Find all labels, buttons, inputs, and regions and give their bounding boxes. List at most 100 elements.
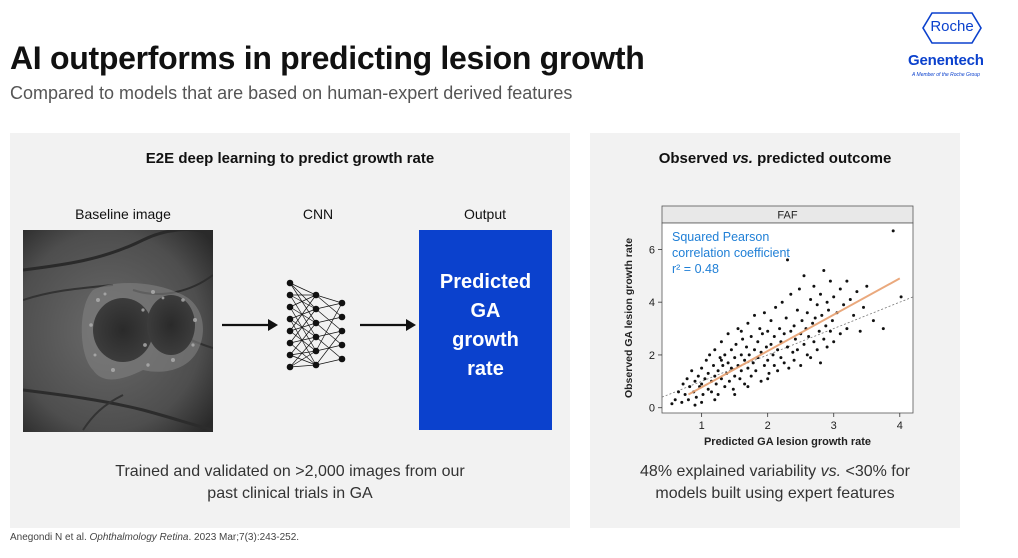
data-point bbox=[693, 379, 697, 383]
data-point bbox=[793, 337, 797, 341]
roche-brand-text: Roche bbox=[930, 18, 974, 35]
y-axis-label: Observed GA lesion growth rate bbox=[623, 238, 635, 398]
data-point bbox=[759, 379, 763, 383]
data-point bbox=[817, 329, 821, 333]
data-point bbox=[713, 398, 717, 402]
data-point bbox=[746, 366, 750, 370]
data-point bbox=[739, 329, 743, 333]
data-point bbox=[791, 350, 795, 354]
data-point bbox=[786, 258, 789, 262]
data-point bbox=[710, 390, 713, 394]
data-point bbox=[700, 400, 704, 404]
left-panel-footnote: Trained and validated on >2,000 images f… bbox=[10, 461, 570, 505]
data-point bbox=[799, 364, 803, 367]
cnn-label: CNN bbox=[302, 206, 334, 222]
roche-hexagon-icon bbox=[922, 12, 982, 44]
correlation-annotation: r² = 0.48 bbox=[672, 262, 719, 276]
data-point bbox=[771, 353, 775, 357]
output-line: GA bbox=[470, 300, 501, 322]
data-point bbox=[776, 348, 780, 352]
data-point bbox=[805, 353, 809, 357]
data-point bbox=[719, 358, 723, 362]
y-tick-label: 0 bbox=[649, 403, 655, 415]
x-tick-label: 1 bbox=[699, 420, 705, 432]
data-point bbox=[739, 369, 743, 373]
data-point bbox=[766, 358, 770, 362]
scatter-plot: FAF 1 2 3 4 0 2 4 6 Predicted GA lesion growth ra… bbox=[623, 205, 914, 448]
data-point bbox=[690, 369, 694, 373]
data-point bbox=[694, 395, 698, 399]
data-point bbox=[862, 305, 865, 309]
right-panel-footnote: 48% explained variability vs. <30% for m… bbox=[590, 461, 960, 505]
data-point bbox=[842, 303, 846, 307]
data-point bbox=[795, 348, 799, 352]
baseline-image-label: Baseline image bbox=[75, 206, 171, 222]
data-point bbox=[764, 345, 768, 349]
data-point bbox=[716, 369, 720, 373]
footnote-text-2: <30% for bbox=[841, 463, 910, 480]
footnote-line: past clinical trials in GA bbox=[207, 485, 373, 502]
footnote-text: 48% explained variability bbox=[640, 463, 821, 480]
data-point bbox=[703, 377, 707, 381]
data-point bbox=[828, 329, 832, 333]
data-point bbox=[681, 382, 685, 386]
data-point bbox=[776, 369, 780, 373]
correlation-annotation: correlation coefficient bbox=[672, 246, 790, 260]
data-point bbox=[670, 402, 674, 406]
regression-line bbox=[687, 277, 901, 396]
data-point bbox=[795, 308, 799, 312]
data-point bbox=[736, 327, 740, 331]
data-point bbox=[809, 356, 813, 360]
genentech-text: Genentech bbox=[908, 52, 984, 69]
data-point bbox=[832, 295, 836, 299]
data-point bbox=[738, 377, 742, 381]
data-point bbox=[899, 295, 903, 299]
data-point bbox=[845, 327, 849, 331]
data-point bbox=[733, 356, 737, 360]
data-point bbox=[743, 382, 747, 386]
output-line: Predicted bbox=[439, 271, 532, 293]
data-point bbox=[700, 366, 704, 370]
data-point bbox=[858, 329, 862, 333]
data-point bbox=[800, 319, 804, 323]
data-point bbox=[865, 284, 869, 288]
data-point bbox=[729, 348, 733, 352]
slide-subtitle: Compared to models that are based on hum… bbox=[10, 83, 573, 103]
data-point bbox=[753, 348, 756, 352]
citation-details: . 2023 Mar;7(3):243-252. bbox=[188, 532, 300, 543]
data-point bbox=[693, 403, 697, 407]
data-point bbox=[700, 382, 704, 386]
data-point bbox=[743, 358, 747, 362]
data-point bbox=[718, 356, 722, 360]
data-point bbox=[852, 313, 856, 317]
data-point bbox=[751, 361, 755, 365]
data-point bbox=[769, 342, 773, 346]
data-point bbox=[749, 335, 753, 338]
data-point bbox=[706, 387, 710, 391]
data-point bbox=[774, 305, 778, 309]
data-point bbox=[727, 379, 731, 383]
data-point bbox=[812, 284, 816, 288]
data-point bbox=[754, 369, 758, 373]
y-tick-label: 4 bbox=[649, 297, 655, 309]
data-point bbox=[825, 345, 829, 349]
data-point bbox=[822, 269, 826, 272]
data-point bbox=[733, 374, 737, 378]
output-box: Predicted GA growth rate bbox=[419, 230, 552, 430]
data-point bbox=[683, 393, 687, 396]
logo-tagline: A Member of the Roche Group bbox=[912, 72, 980, 78]
x-axis-label: Predicted GA lesion growth rate bbox=[704, 436, 871, 448]
data-point bbox=[824, 324, 828, 328]
data-point bbox=[762, 364, 766, 367]
data-point bbox=[784, 316, 788, 320]
data-point bbox=[759, 350, 763, 354]
heading-text: Observed bbox=[658, 150, 733, 167]
arrow-right-icon bbox=[222, 319, 278, 331]
data-point bbox=[714, 382, 718, 386]
data-point bbox=[797, 287, 801, 291]
output-text: Predicted GA growth rate bbox=[419, 268, 552, 384]
data-point bbox=[739, 353, 743, 357]
data-point bbox=[734, 342, 738, 346]
data-point bbox=[807, 335, 811, 338]
data-point bbox=[726, 332, 730, 336]
